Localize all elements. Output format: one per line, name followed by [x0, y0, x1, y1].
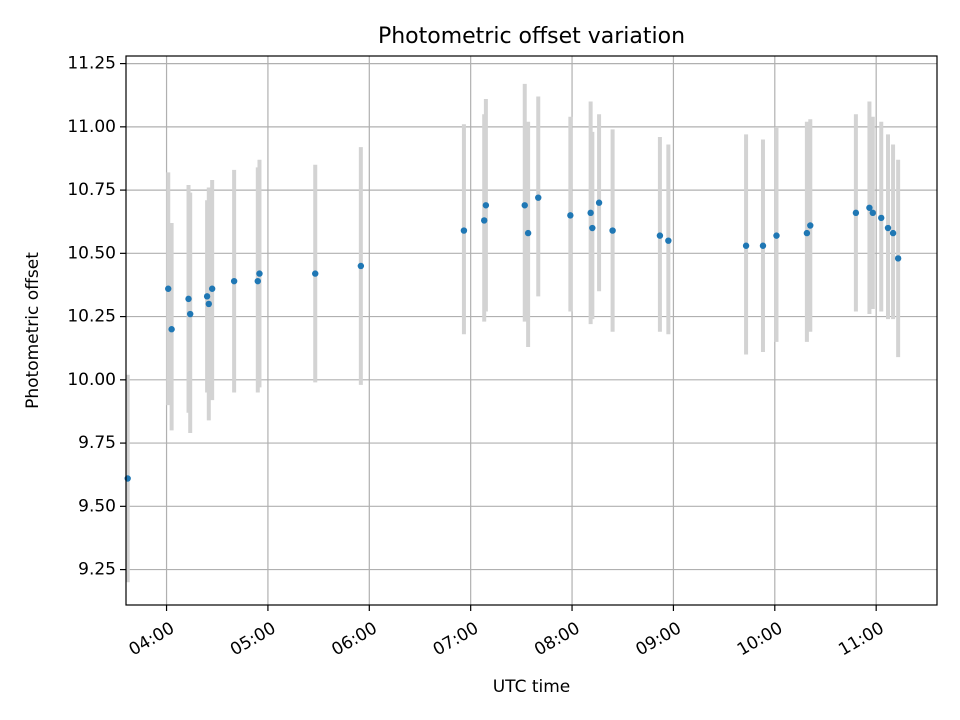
data-point [656, 232, 664, 239]
data-point [187, 310, 194, 318]
data-point [587, 209, 594, 217]
data-point [230, 277, 238, 285]
plot-frame [125, 55, 938, 606]
y-tick-label: 9.25 [78, 560, 116, 580]
data-point [759, 242, 767, 249]
data-point [884, 224, 892, 232]
data-point [482, 202, 490, 209]
y-tick-label: 10.75 [67, 180, 116, 200]
data-point [480, 217, 488, 224]
data-point [535, 194, 542, 201]
data-point [521, 202, 528, 209]
data-point [742, 242, 750, 249]
data-point [256, 270, 263, 277]
data-point [254, 277, 261, 285]
data-points-layer [124, 194, 902, 482]
data-point [869, 209, 876, 217]
y-tick-label: 11.25 [67, 54, 116, 74]
data-point [567, 212, 574, 219]
data-point [878, 214, 885, 222]
data-point [852, 209, 860, 217]
data-point [203, 293, 211, 300]
y-tick-label: 10.50 [67, 243, 116, 263]
y-tick-label: 10.25 [67, 307, 116, 327]
y-axis-label: Photometric offset [23, 252, 43, 409]
data-point [589, 224, 596, 232]
data-point [185, 295, 192, 303]
chart-title: Photometric offset variation [378, 24, 685, 49]
y-tick-label: 10.00 [67, 370, 116, 390]
data-point [609, 227, 616, 234]
data-point [460, 227, 468, 234]
data-point [889, 229, 897, 237]
data-point [168, 326, 175, 333]
data-point [595, 199, 603, 206]
data-point [665, 237, 672, 244]
y-tick-label: 9.50 [78, 496, 116, 516]
y-tick-label: 11.00 [67, 117, 116, 137]
data-point [165, 285, 172, 292]
data-point [807, 222, 814, 229]
data-point [524, 229, 532, 237]
data-point [357, 262, 365, 270]
data-point [866, 204, 873, 211]
data-point [894, 255, 902, 262]
data-point [312, 270, 319, 277]
data-point [205, 300, 212, 308]
data-point [803, 229, 811, 237]
y-tick-label: 9.75 [78, 433, 116, 453]
data-point [773, 232, 780, 239]
x-axis-label: UTC time [493, 677, 571, 697]
data-point [208, 285, 216, 292]
